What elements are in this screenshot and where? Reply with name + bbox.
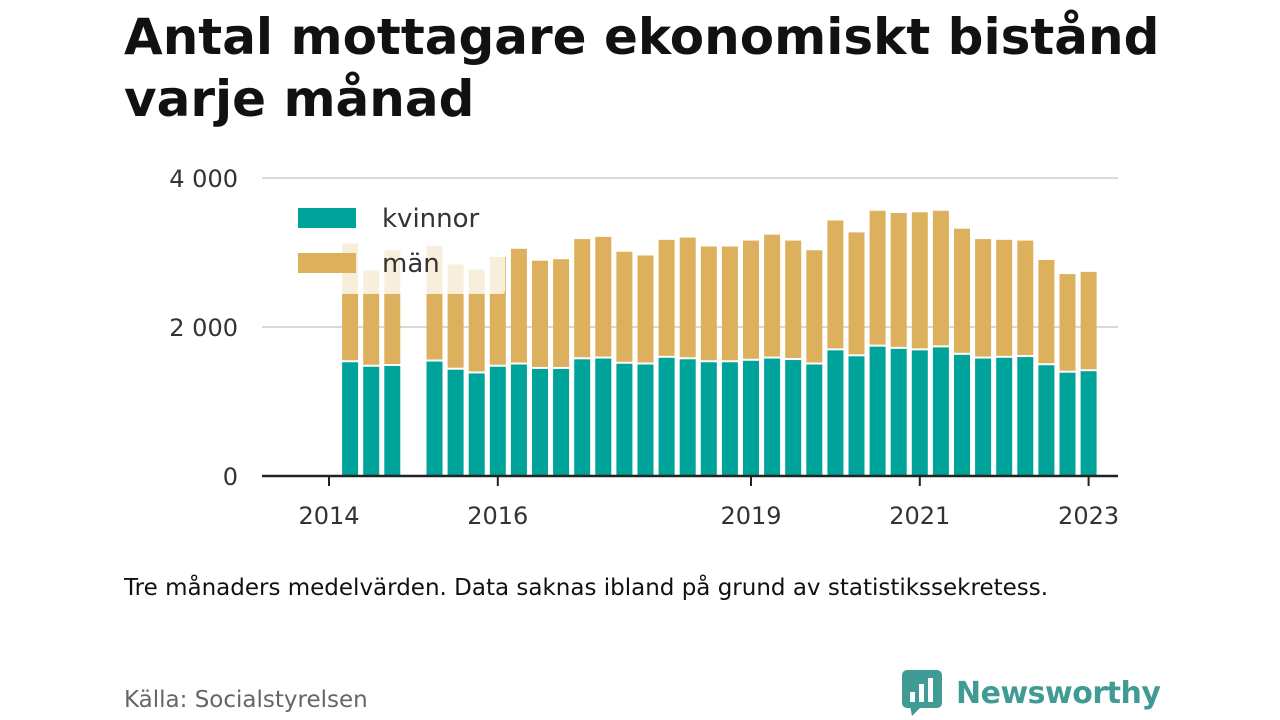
- bar-kvinnor: [468, 373, 485, 476]
- bar-man: [1038, 259, 1055, 364]
- y-tick-label: 0: [223, 463, 238, 491]
- bar-man: [890, 213, 907, 347]
- bar-man: [1017, 240, 1034, 356]
- legend-swatch: [298, 208, 356, 228]
- bar-man: [679, 237, 696, 358]
- legend-item-man: män: [382, 249, 440, 279]
- legend-swatch: [298, 253, 356, 273]
- bar-kvinnor: [764, 358, 781, 476]
- bar-man: [848, 232, 865, 355]
- bar-kvinnor: [342, 362, 359, 476]
- bar-man: [1059, 274, 1076, 371]
- bar-kvinnor: [1059, 372, 1076, 476]
- bar-kvinnor: [975, 358, 992, 476]
- bar-kvinnor: [700, 362, 717, 476]
- newsworthy-logo[interactable]: Newsworthy: [900, 668, 1161, 718]
- bar-kvinnor: [510, 364, 527, 476]
- bar-kvinnor: [1080, 371, 1097, 476]
- bar-man: [869, 210, 886, 345]
- bar-kvinnor: [574, 359, 591, 476]
- chart-title: Antal mottagare ekonomiskt bistånd varje…: [124, 8, 1160, 128]
- bar-man: [595, 236, 612, 357]
- bar-man: [785, 240, 802, 359]
- bar-man: [764, 234, 781, 357]
- y-tick-label: 4 000: [169, 165, 238, 193]
- bar-kvinnor: [932, 347, 949, 476]
- brand-name: Newsworthy: [956, 675, 1161, 711]
- bar-kvinnor: [658, 357, 675, 476]
- bar-kvinnor: [532, 368, 548, 476]
- bar-kvinnor: [890, 348, 907, 476]
- bar-man: [743, 240, 759, 359]
- bar-kvinnor: [679, 359, 696, 476]
- bar-kvinnor: [489, 366, 506, 476]
- bar-kvinnor: [595, 358, 612, 476]
- bar-kvinnor: [363, 366, 380, 476]
- bar-man: [532, 260, 548, 367]
- bar-man: [468, 269, 485, 372]
- bar-kvinnor: [785, 360, 802, 476]
- x-tick-label: 2021: [889, 502, 950, 530]
- bar-man: [637, 255, 654, 363]
- chart-note: Tre månaders medelvärden. Data saknas ib…: [124, 575, 1049, 601]
- bar-man: [932, 210, 949, 346]
- bar-kvinnor: [743, 360, 759, 476]
- bar-man: [616, 251, 633, 362]
- y-tick-label: 2 000: [169, 314, 238, 342]
- bar-man: [911, 212, 928, 349]
- bar-man: [510, 248, 527, 363]
- bar-kvinnor: [806, 364, 823, 476]
- bar-kvinnor: [637, 364, 654, 476]
- stacked-bar-chart: 0 2 000 4 000 2014 2016 2019 2021 2023 kvinnor mä…: [169, 165, 1119, 530]
- x-tick-label: 2023: [1058, 502, 1119, 530]
- bar-kvinnor: [848, 356, 865, 476]
- bar-kvinnor: [911, 350, 928, 476]
- bar-man: [996, 239, 1013, 356]
- bar-man: [553, 259, 570, 367]
- bar-kvinnor: [827, 350, 844, 476]
- bar-man: [721, 246, 738, 361]
- bar-kvinnor: [869, 346, 886, 476]
- bar-kvinnor: [553, 368, 570, 476]
- bar-kvinnor: [954, 354, 970, 476]
- bar-kvinnor: [1017, 357, 1034, 476]
- bar-kvinnor: [616, 363, 633, 476]
- bar-man: [975, 239, 992, 357]
- x-tick-label: 2019: [720, 502, 781, 530]
- bar-kvinnor: [996, 357, 1013, 476]
- bar-kvinnor: [1038, 365, 1055, 476]
- bar-man: [658, 239, 675, 356]
- bar-man: [954, 228, 970, 353]
- bar-man: [1080, 271, 1097, 370]
- x-tick-label: 2014: [298, 502, 359, 530]
- bar-kvinnor: [447, 369, 464, 476]
- bar-man: [827, 220, 844, 349]
- bar-man: [806, 250, 823, 363]
- bar-kvinnor: [721, 362, 738, 476]
- legend-item-kvinnor: kvinnor: [382, 204, 480, 234]
- source-text: Källa: Socialstyrelsen: [124, 687, 368, 713]
- bar-kvinnor: [426, 361, 443, 476]
- bar-chart-speech-bubble-icon: [902, 670, 942, 716]
- x-tick-label: 2016: [467, 502, 528, 530]
- bar-kvinnor: [384, 365, 401, 476]
- bar-man: [700, 246, 717, 361]
- bar-man: [574, 239, 591, 358]
